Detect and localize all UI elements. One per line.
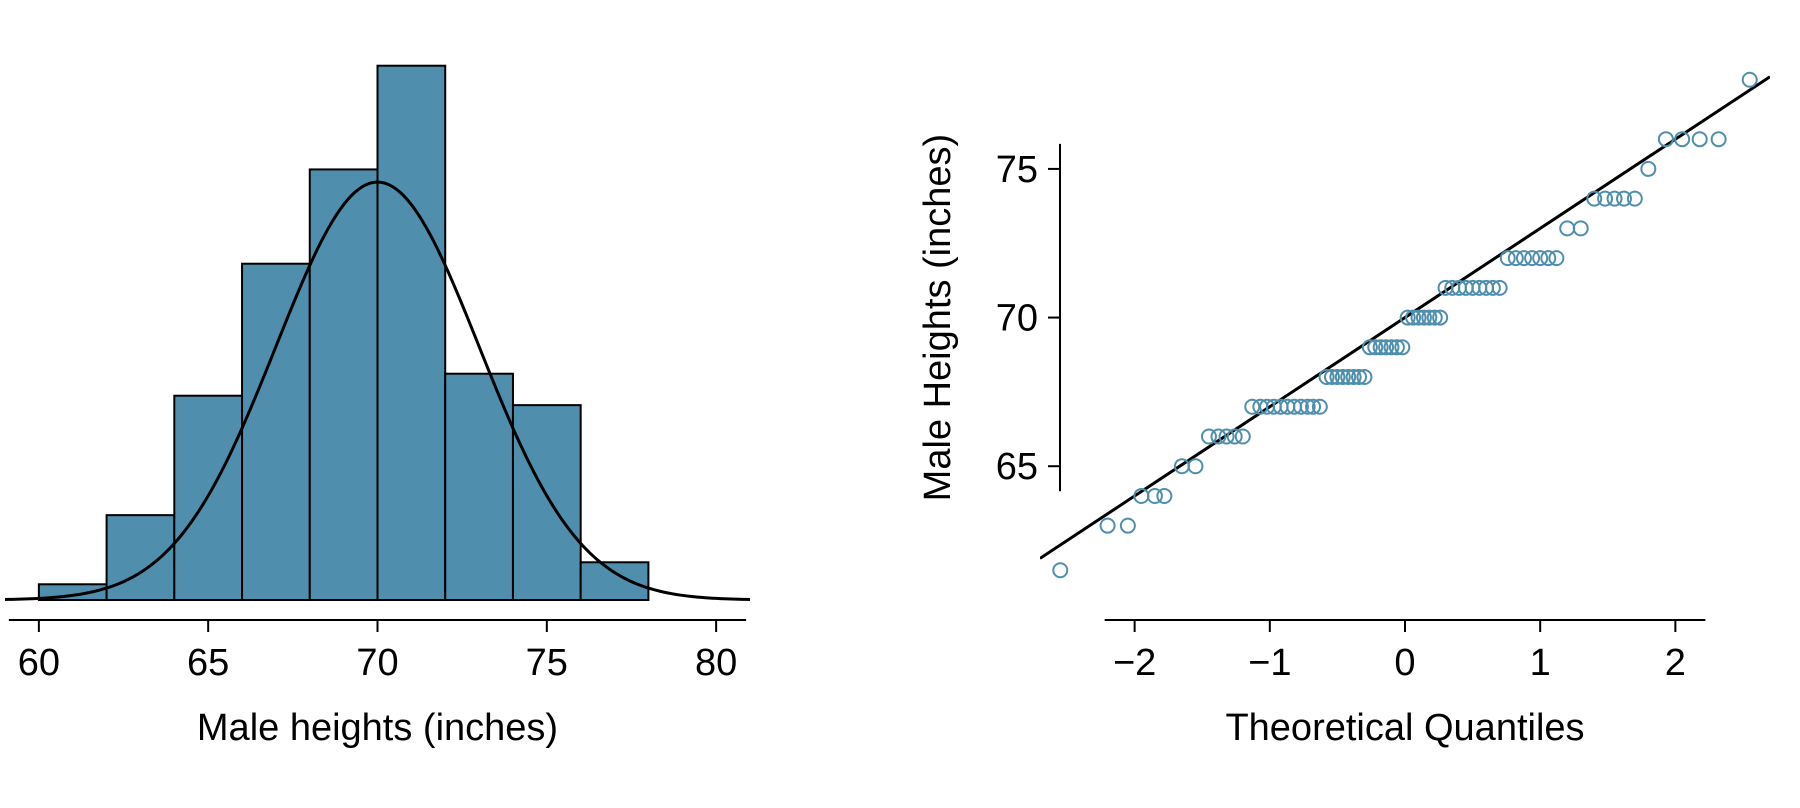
qq-reference-line xyxy=(1040,77,1770,559)
qq-point xyxy=(1501,251,1515,265)
qq-point xyxy=(1236,429,1250,443)
histogram-bar xyxy=(107,515,175,600)
qq-y-label: Male Heights (inches) xyxy=(917,134,959,501)
qq-point xyxy=(1628,192,1642,206)
qq-point xyxy=(1541,251,1555,265)
qq-point xyxy=(1574,221,1588,235)
histogram-x-tick-label: 65 xyxy=(187,642,229,684)
qq-x-tick-label: −1 xyxy=(1248,642,1291,684)
histogram-x-tick-label: 80 xyxy=(695,642,737,684)
qq-x-tick-label: 2 xyxy=(1665,642,1686,684)
qq-point xyxy=(1560,221,1574,235)
histogram-x-label: Male heights (inches) xyxy=(197,707,558,749)
histogram-bar xyxy=(310,169,378,600)
histogram-chart: 60 65 70 75 80 Male heights (inches) xyxy=(5,66,750,749)
qq-y-tick-label: 65 xyxy=(996,446,1038,488)
qqplot-chart: −2 −1 0 1 2 Theoretical Quantiles 65 70 75 Male H… xyxy=(917,73,1770,749)
histogram-bar xyxy=(242,264,310,600)
qq-point xyxy=(1053,563,1067,577)
qq-point xyxy=(1525,251,1539,265)
qq-x-tick-label: 0 xyxy=(1394,642,1415,684)
qq-point xyxy=(1743,73,1757,87)
histogram-x-tick-label: 60 xyxy=(18,642,60,684)
qq-x-label: Theoretical Quantiles xyxy=(1225,707,1584,749)
qq-point xyxy=(1641,162,1655,176)
qq-y-tick-label: 75 xyxy=(996,149,1038,191)
qq-point xyxy=(1121,519,1135,533)
qq-x-tick-label: 1 xyxy=(1530,642,1551,684)
qq-point xyxy=(1157,489,1171,503)
histogram-bar xyxy=(513,405,581,600)
qq-point xyxy=(1188,459,1202,473)
qq-point xyxy=(1509,251,1523,265)
qq-point xyxy=(1693,132,1707,146)
qq-point xyxy=(1101,519,1115,533)
qq-point xyxy=(1533,251,1547,265)
qq-point xyxy=(1712,132,1726,146)
histogram-bar xyxy=(581,562,649,600)
histogram-x-tick-label: 75 xyxy=(526,642,568,684)
qq-point xyxy=(1517,251,1531,265)
qq-point xyxy=(1245,400,1259,414)
histogram-bar xyxy=(378,66,446,600)
qq-y-tick-label: 70 xyxy=(996,298,1038,340)
histogram-x-tick-label: 70 xyxy=(356,642,398,684)
qq-x-tick-label: −2 xyxy=(1113,642,1156,684)
qq-point xyxy=(1549,251,1563,265)
